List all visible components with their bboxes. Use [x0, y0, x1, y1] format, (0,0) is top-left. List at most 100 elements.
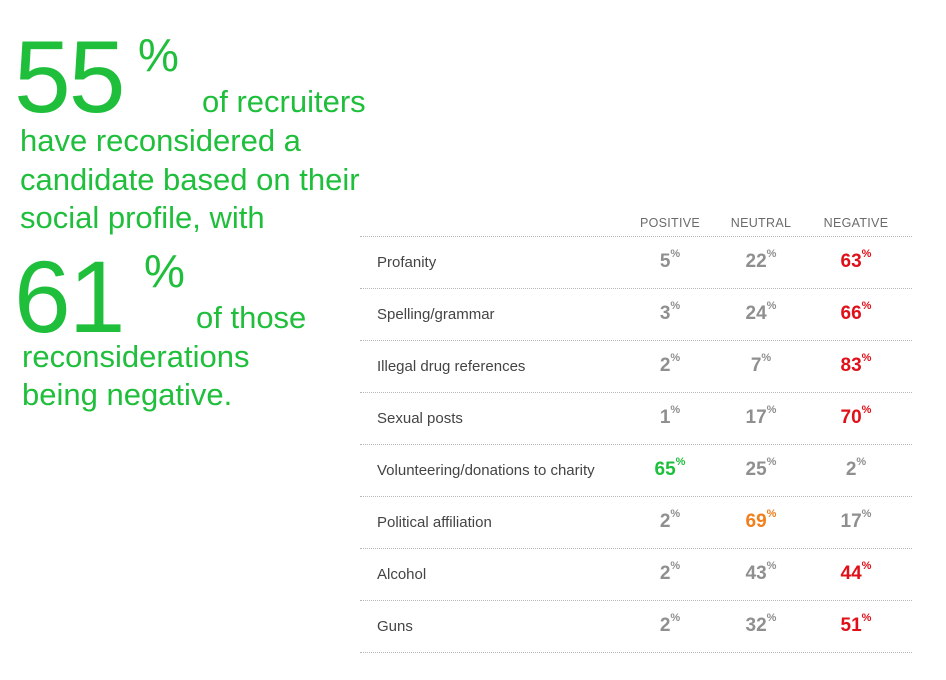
column-header-positive: POSITIVE: [639, 216, 701, 230]
value-positive: 65%: [622, 456, 718, 481]
value-positive: 2%: [622, 560, 718, 585]
stat2-number: 61: [14, 240, 125, 354]
value-number: 2: [845, 459, 857, 480]
value-neutral: 17%: [713, 404, 809, 429]
row-label: Volunteering/donations to charity: [377, 462, 595, 479]
table-row: Volunteering/donations to charity 65% 25% 2…: [360, 445, 912, 497]
row-label: Profanity: [377, 254, 437, 271]
row-label: Illegal drug references: [377, 358, 526, 375]
percent-unit: %: [766, 248, 777, 260]
value-number: 69: [745, 511, 767, 532]
stat2-percent-sign: %: [144, 245, 185, 297]
value-number: 25: [745, 459, 767, 480]
percent-unit: %: [766, 456, 777, 468]
value-positive: 3%: [622, 300, 718, 325]
value-number: 43: [745, 563, 767, 584]
table-header: POSITIVE NEUTRAL NEGATIVE: [360, 212, 912, 237]
stat1-line-1: of recruiters: [202, 84, 366, 119]
value-positive: 2%: [622, 508, 718, 533]
percent-unit: %: [670, 404, 681, 416]
value-number: 70: [840, 407, 862, 428]
percent-unit: %: [670, 560, 681, 572]
value-number: 3: [659, 303, 671, 324]
value-neutral: 69%: [713, 508, 809, 533]
table-row: Sexual posts 1% 17% 70%: [360, 393, 912, 445]
value-negative: 63%: [808, 248, 904, 273]
percent-unit: %: [670, 352, 681, 364]
stat1-line-3: candidate based on their: [20, 162, 360, 197]
row-label: Guns: [377, 618, 413, 635]
percent-unit: %: [861, 300, 872, 312]
column-header-negative: NEGATIVE: [823, 216, 889, 230]
value-number: 44: [840, 563, 862, 584]
value-number: 22: [745, 251, 767, 272]
percent-unit: %: [766, 508, 777, 520]
value-number: 66: [840, 303, 862, 324]
value-number: 32: [745, 615, 767, 636]
stat2-line-2: reconsiderations: [22, 339, 250, 374]
value-positive: 2%: [622, 612, 718, 637]
value-number: 83: [840, 355, 862, 376]
value-number: 51: [840, 615, 862, 636]
stat2-line-3: being negative.: [22, 377, 233, 412]
table-row: Illegal drug references 2% 7% 83%: [360, 341, 912, 393]
table-row: Profanity 5% 22% 63%: [360, 237, 912, 289]
value-positive: 1%: [622, 404, 718, 429]
value-neutral: 7%: [713, 352, 809, 377]
percent-unit: %: [670, 508, 681, 520]
stat1-percent-sign: %: [138, 29, 179, 81]
value-number: 2: [659, 355, 671, 376]
percent-unit: %: [766, 560, 777, 572]
stat2-line-1: of those: [196, 300, 307, 335]
percent-unit: %: [670, 248, 681, 260]
value-negative: 66%: [808, 300, 904, 325]
table-row: Guns 2% 32% 51%: [360, 601, 912, 653]
value-number: 5: [659, 251, 671, 272]
percent-unit: %: [766, 300, 777, 312]
value-number: 63: [840, 251, 862, 272]
percent-unit: %: [856, 456, 867, 468]
row-label: Sexual posts: [377, 410, 463, 427]
value-negative: 2%: [808, 456, 904, 481]
value-number: 17: [840, 511, 862, 532]
table-row: Spelling/grammar 3% 24% 66%: [360, 289, 912, 341]
row-label: Political affiliation: [377, 514, 492, 531]
percent-unit: %: [861, 508, 872, 520]
value-negative: 83%: [808, 352, 904, 377]
percent-unit: %: [675, 456, 686, 468]
value-neutral: 24%: [713, 300, 809, 325]
value-neutral: 32%: [713, 612, 809, 637]
value-number: 24: [745, 303, 767, 324]
percent-unit: %: [861, 352, 872, 364]
row-label: Spelling/grammar: [377, 306, 495, 323]
column-header-neutral: NEUTRAL: [730, 216, 792, 230]
value-positive: 2%: [622, 352, 718, 377]
percent-unit: %: [861, 248, 872, 260]
percent-unit: %: [761, 352, 772, 364]
value-number: 65: [654, 459, 676, 480]
value-number: 2: [659, 563, 671, 584]
value-negative: 17%: [808, 508, 904, 533]
table-body: Profanity 5% 22% 63% Spelling/grammar 3% 24% 66…: [360, 237, 912, 653]
table-row: Political affiliation 2% 69% 17%: [360, 497, 912, 549]
percent-unit: %: [670, 300, 681, 312]
row-label: Alcohol: [377, 566, 427, 583]
table-row: Alcohol 2% 43% 44%: [360, 549, 912, 601]
percent-unit: %: [766, 404, 777, 416]
value-negative: 70%: [808, 404, 904, 429]
value-negative: 51%: [808, 612, 904, 637]
percent-unit: %: [670, 612, 681, 624]
value-number: 2: [659, 615, 671, 636]
percent-unit: %: [766, 612, 777, 624]
percent-unit: %: [861, 404, 872, 416]
value-number: 7: [750, 355, 762, 376]
value-number: 2: [659, 511, 671, 532]
stat1-line-2: have reconsidered a: [20, 123, 301, 158]
percent-unit: %: [861, 612, 872, 624]
value-positive: 5%: [622, 248, 718, 273]
value-neutral: 25%: [713, 456, 809, 481]
value-neutral: 43%: [713, 560, 809, 585]
value-number: 1: [659, 407, 671, 428]
percent-unit: %: [861, 560, 872, 572]
value-neutral: 22%: [713, 248, 809, 273]
